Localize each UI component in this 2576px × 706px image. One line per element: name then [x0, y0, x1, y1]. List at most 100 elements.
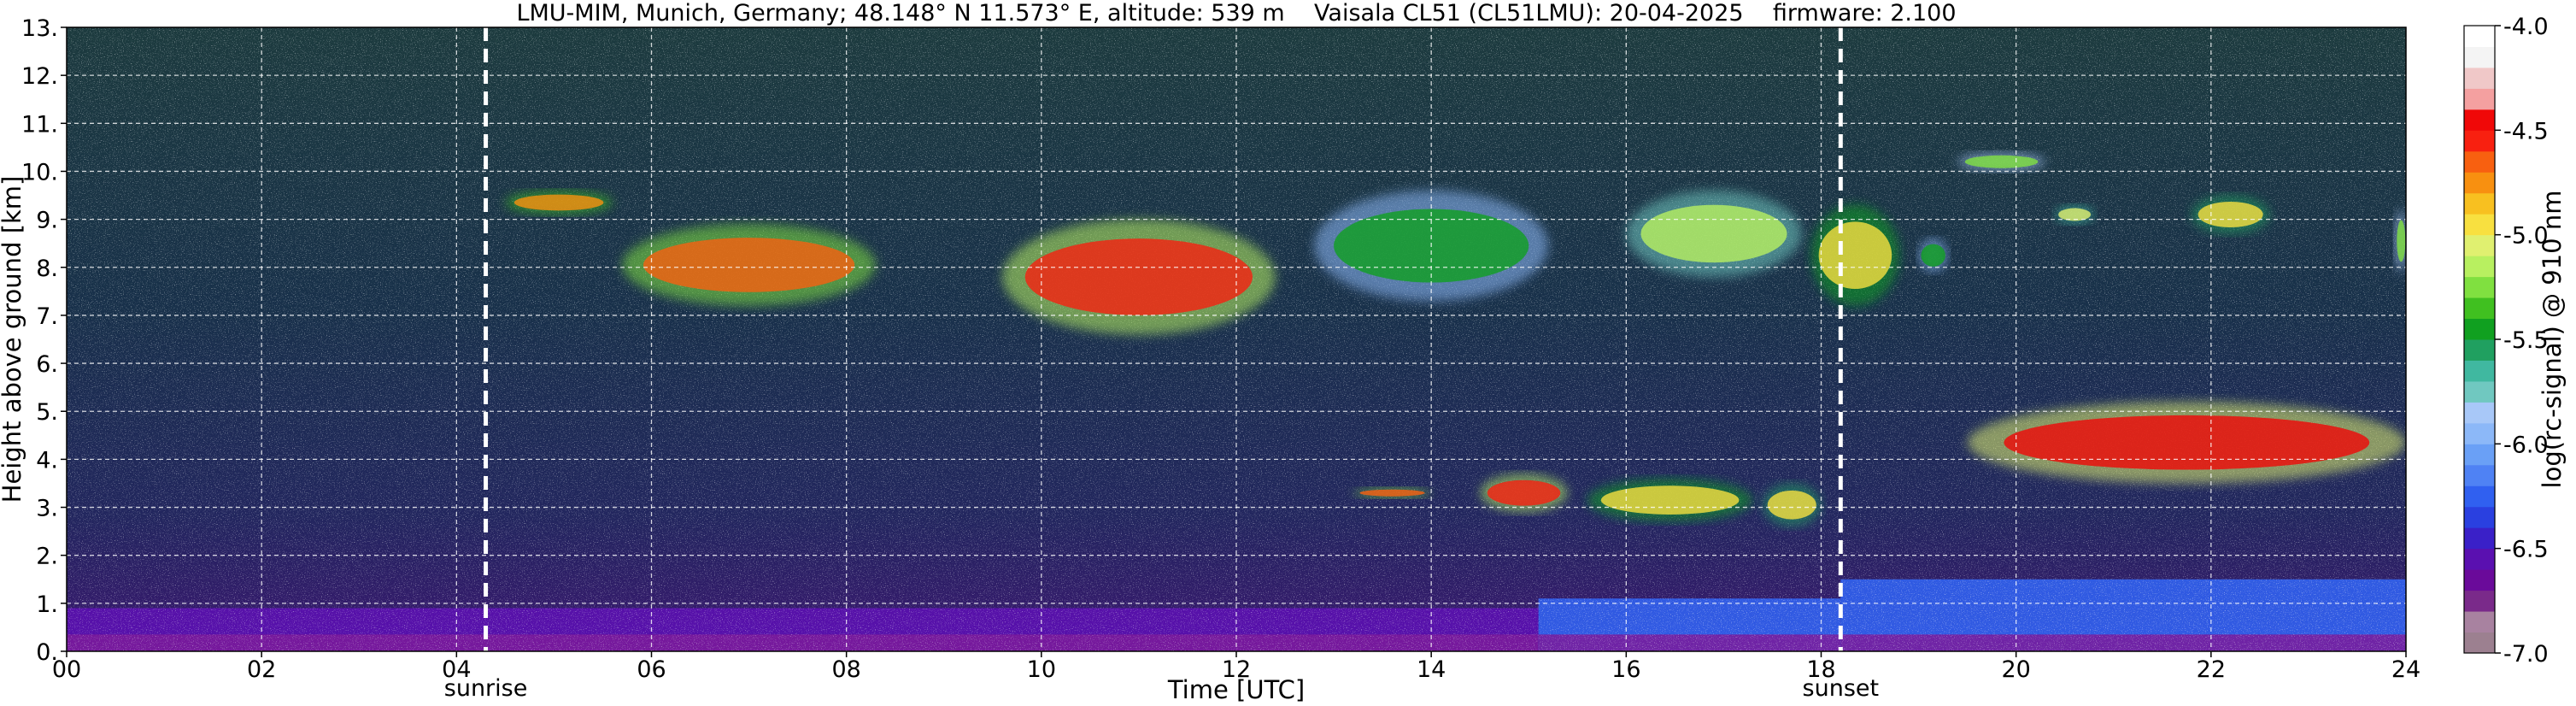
- colorbar-cell-0: [2464, 632, 2495, 654]
- colorbar-cell-24: [2464, 130, 2495, 152]
- cloud-layer-8: [2055, 204, 2094, 225]
- cloud-layer-7: [1957, 152, 2045, 172]
- y-axis: 0. 1. 2. 3. 4. 5. 6. 7. 8. 9. 10. 11. 12. 13.: [21, 15, 67, 666]
- y-axis-label: Height above ground [km]: [0, 176, 26, 503]
- cloud-core-13: [1767, 490, 1816, 520]
- y-tick-label-3: 3.: [36, 496, 58, 522]
- y-tick-label-0: 0.: [36, 639, 58, 666]
- x-tick-label-12: 24: [2391, 656, 2421, 683]
- cloud-layer-11: [1480, 474, 1568, 513]
- y-tick-label-4: 4.: [36, 447, 58, 474]
- x-axis-label: Time [UTC]: [1167, 675, 1305, 704]
- cloud-layer-12: [1587, 478, 1753, 522]
- colorbar-cell-11: [2464, 402, 2495, 424]
- cloud-layer-10: [2394, 209, 2406, 273]
- x-tick-label-8: 16: [1611, 656, 1640, 683]
- x-axis: 00 02 04 06 08 10 12 14 16 18 20 22 24: [52, 651, 2421, 683]
- colorbar-cell-6: [2464, 506, 2495, 528]
- plot-area: [66, 26, 2407, 652]
- chart-title: LMU-MIM, Munich, Germany; 48.148° N 11.5…: [516, 0, 1956, 26]
- colorbar-cell-4: [2464, 548, 2495, 570]
- x-tick-label-2: 04: [442, 656, 471, 683]
- annotations: sunrise sunset: [444, 675, 1879, 702]
- cloud-layer-13: [1763, 483, 1822, 527]
- colorbar-cell-13: [2464, 360, 2495, 382]
- colorbar-tick-label-2: -5.0: [2503, 223, 2549, 250]
- colorbar-cell-12: [2464, 380, 2495, 403]
- colorbar-cell-27: [2464, 67, 2495, 89]
- sun-lines: [484, 27, 1843, 651]
- cloud-core-9: [2198, 202, 2263, 227]
- x-tick-label-9: 18: [1806, 656, 1835, 683]
- colorbar-cell-8: [2464, 464, 2495, 486]
- cloud-core-5: [1818, 221, 1892, 290]
- cloud-core-1: [643, 238, 855, 292]
- y-tick-label-13: 13.: [21, 15, 58, 42]
- cloud-core-10: [2397, 220, 2406, 262]
- cloud-layer-9: [2192, 195, 2270, 234]
- cloud-layer-5: [1811, 204, 1899, 306]
- x-tick-label-10: 20: [2001, 656, 2030, 683]
- colorbar-cell-5: [2464, 527, 2495, 550]
- colorbar-tick-label-3: -5.5: [2503, 327, 2549, 354]
- y-tick-label-7: 7.: [36, 303, 58, 330]
- colorbar-cell-26: [2464, 88, 2495, 110]
- cloud-layer-6: [1918, 238, 1948, 273]
- x-tick-label-5: 10: [1027, 656, 1056, 683]
- colorbar-cell-14: [2464, 339, 2495, 361]
- cloud-layer-0: [505, 190, 613, 215]
- colorbar-cell-10: [2464, 422, 2495, 444]
- cloud-layer-14: [1353, 487, 1432, 498]
- grid: [67, 27, 2406, 651]
- y-tick-label-1: 1.: [36, 591, 58, 618]
- colorbar-cell-18: [2464, 256, 2495, 278]
- y-tick-label-10: 10.: [21, 159, 58, 185]
- x-tick-label-6: 12: [1222, 656, 1251, 683]
- colorbar-cell-21: [2464, 192, 2495, 215]
- x-tick-label-4: 08: [831, 656, 860, 683]
- colorbar-cell-19: [2464, 234, 2495, 256]
- x-tick-label-3: 06: [637, 656, 666, 683]
- cloud-layer-1: [622, 224, 876, 306]
- y-tick-label-12: 12.: [21, 63, 58, 90]
- colorbar-ticks: -4.0 -4.5 -5.0 -5.5 -6.0 -6.5 -7.0: [2495, 14, 2549, 668]
- cloud-core-8: [2058, 208, 2092, 221]
- colorbar-tick-label-1: -4.5: [2503, 118, 2549, 144]
- colorbar-tick-label-4: -6.0: [2503, 432, 2549, 458]
- colorbar-cell-1: [2464, 611, 2495, 633]
- cloud-core-2: [1024, 238, 1253, 315]
- y-tick-label-5: 5.: [36, 399, 58, 426]
- cloud-layer-15: [1967, 402, 2406, 484]
- colorbar-cell-9: [2464, 444, 2495, 466]
- colorbar: -4.0 -4.5 -5.0 -5.5 -6.0 -6.5 -7.0 log(rc-sign…: [2463, 14, 2567, 668]
- y-tick-label-8: 8.: [36, 256, 58, 282]
- y-tick-label-9: 9.: [36, 208, 58, 234]
- cloud-core-11: [1487, 479, 1561, 506]
- x-tick-label-11: 22: [2197, 656, 2226, 683]
- cloud-core-7: [1964, 155, 2039, 168]
- colorbar-cell-29: [2464, 26, 2495, 47]
- y-tick-label-2: 2.: [36, 544, 58, 570]
- cloud-layers: [505, 152, 2406, 527]
- colorbar-cell-20: [2464, 214, 2495, 236]
- x-tick-label-1: 02: [247, 656, 276, 683]
- colorbar-cells: [2464, 26, 2495, 654]
- y-tick-label-11: 11.: [21, 111, 58, 138]
- colorbar-cell-22: [2464, 172, 2495, 194]
- cloud-core-12: [1600, 485, 1740, 515]
- annotation-1: sunset: [1803, 675, 1880, 702]
- colorbar-cell-17: [2464, 276, 2495, 298]
- cloud-core-0: [513, 194, 604, 211]
- colorbar-cell-25: [2464, 109, 2495, 131]
- cloud-core-15: [2004, 415, 2370, 470]
- colorbar-tick-label-5: -6.5: [2503, 537, 2549, 563]
- colorbar-tick-label-6: -7.0: [2503, 641, 2549, 668]
- colorbar-label: log(rc-signal) @ 910 nm: [2538, 191, 2567, 489]
- colorbar-cell-2: [2464, 590, 2495, 612]
- cloud-core-6: [1921, 244, 1945, 267]
- x-tick-label-0: 00: [52, 656, 81, 683]
- colorbar-cell-23: [2464, 150, 2495, 173]
- annotation-0: sunrise: [444, 675, 528, 702]
- y-tick-label-6: 6.: [36, 351, 58, 378]
